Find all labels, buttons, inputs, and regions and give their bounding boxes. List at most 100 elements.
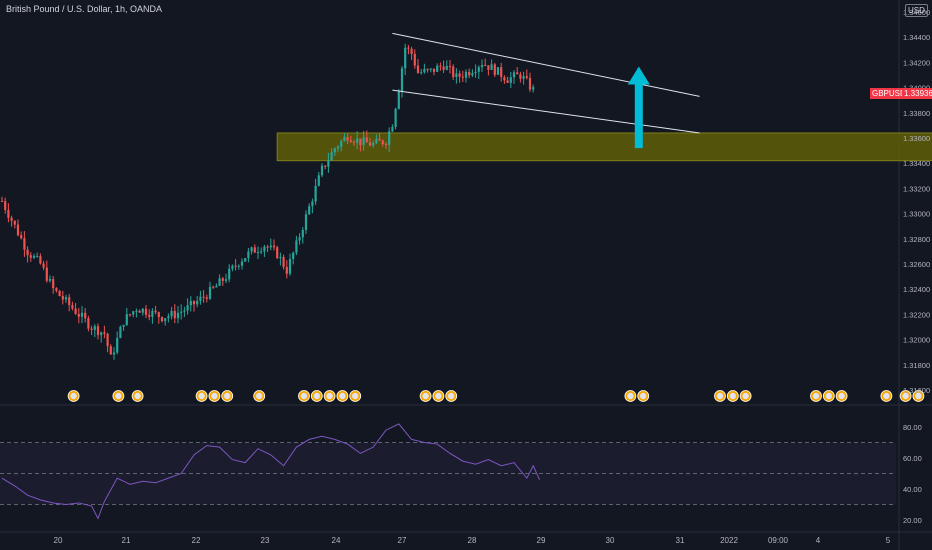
candle[interactable]	[352, 142, 356, 144]
candle[interactable]	[304, 214, 308, 230]
candle[interactable]	[327, 160, 330, 167]
candle[interactable]	[170, 310, 173, 317]
candle[interactable]	[244, 258, 247, 262]
candle[interactable]	[528, 77, 532, 90]
candle[interactable]	[362, 137, 365, 146]
candle[interactable]	[144, 308, 148, 315]
candle[interactable]	[375, 138, 378, 143]
candle[interactable]	[0, 201, 4, 202]
candle[interactable]	[269, 245, 272, 248]
candle[interactable]	[452, 66, 455, 78]
candle[interactable]	[336, 146, 340, 149]
candle[interactable]	[525, 76, 528, 78]
candle[interactable]	[394, 108, 397, 128]
channel-line-upper[interactable]	[392, 32, 700, 97]
rsi-line[interactable]	[1, 423, 541, 520]
candle[interactable]	[160, 317, 164, 322]
candle[interactable]	[439, 65, 442, 67]
candle[interactable]	[519, 74, 522, 79]
candle[interactable]	[493, 64, 496, 75]
candle[interactable]	[55, 288, 58, 291]
candle[interactable]	[23, 238, 26, 250]
candle[interactable]	[189, 300, 192, 306]
candle[interactable]	[317, 175, 320, 186]
candle[interactable]	[42, 263, 45, 268]
candle[interactable]	[349, 140, 352, 143]
candle[interactable]	[391, 127, 394, 132]
candle[interactable]	[487, 65, 490, 70]
candle[interactable]	[183, 310, 186, 312]
candle[interactable]	[128, 314, 132, 316]
candle[interactable]	[192, 300, 196, 305]
candle[interactable]	[471, 73, 474, 76]
candle[interactable]	[468, 71, 471, 76]
candle[interactable]	[186, 305, 189, 311]
event-marker-icon[interactable]	[835, 390, 848, 402]
candle[interactable]	[250, 247, 253, 252]
candle[interactable]	[109, 346, 112, 355]
candle[interactable]	[135, 310, 138, 312]
candle[interactable]	[64, 297, 68, 300]
candle[interactable]	[426, 69, 429, 71]
event-marker-icon[interactable]	[310, 390, 323, 402]
event-marker-icon[interactable]	[726, 390, 739, 402]
candle[interactable]	[509, 77, 512, 83]
candle[interactable]	[154, 310, 157, 313]
candle[interactable]	[330, 152, 333, 161]
candle[interactable]	[532, 87, 535, 90]
event-marker-icon[interactable]	[822, 390, 835, 402]
candle[interactable]	[221, 278, 224, 281]
candle[interactable]	[474, 71, 477, 74]
candle[interactable]	[247, 251, 250, 259]
candle[interactable]	[356, 138, 359, 143]
candle[interactable]	[224, 279, 228, 281]
event-marker-icon[interactable]	[112, 390, 125, 402]
candle[interactable]	[228, 268, 231, 280]
candle[interactable]	[20, 235, 23, 239]
event-marker-icon[interactable]	[419, 390, 432, 402]
candle[interactable]	[39, 255, 42, 264]
candle[interactable]	[266, 246, 269, 248]
candle[interactable]	[416, 65, 420, 73]
candle[interactable]	[253, 247, 256, 253]
candle[interactable]	[484, 65, 487, 67]
candle[interactable]	[340, 141, 343, 147]
candle[interactable]	[58, 290, 61, 297]
candle[interactable]	[506, 80, 509, 83]
candle[interactable]	[74, 308, 77, 314]
candle[interactable]	[13, 220, 16, 225]
candle[interactable]	[61, 296, 64, 300]
candle[interactable]	[288, 258, 292, 274]
candle[interactable]	[272, 245, 276, 248]
candle[interactable]	[368, 142, 372, 146]
candle[interactable]	[71, 304, 74, 309]
candle[interactable]	[208, 286, 212, 299]
event-marker-icon[interactable]	[349, 390, 362, 402]
event-marker-icon[interactable]	[298, 390, 310, 402]
event-marker-icon[interactable]	[208, 390, 221, 402]
event-marker-icon[interactable]	[637, 390, 650, 402]
candle[interactable]	[404, 47, 407, 69]
candle[interactable]	[68, 297, 71, 305]
candle[interactable]	[308, 206, 311, 215]
candle[interactable]	[4, 201, 7, 210]
candle[interactable]	[148, 314, 151, 317]
candle[interactable]	[205, 297, 208, 299]
event-marker-icon[interactable]	[195, 390, 208, 402]
candle[interactable]	[445, 66, 448, 70]
candle[interactable]	[84, 312, 87, 319]
candle[interactable]	[381, 140, 384, 145]
candle[interactable]	[333, 148, 336, 153]
candle[interactable]	[240, 261, 244, 266]
candle[interactable]	[218, 278, 221, 286]
candle[interactable]	[87, 318, 90, 329]
candle[interactable]	[112, 352, 116, 355]
candle[interactable]	[436, 65, 439, 72]
candle[interactable]	[522, 76, 525, 79]
candle[interactable]	[448, 66, 452, 68]
candle[interactable]	[138, 310, 141, 313]
event-marker-icon[interactable]	[714, 390, 726, 402]
candle[interactable]	[237, 265, 240, 267]
candle[interactable]	[407, 47, 410, 49]
event-marker-icon[interactable]	[432, 390, 445, 402]
